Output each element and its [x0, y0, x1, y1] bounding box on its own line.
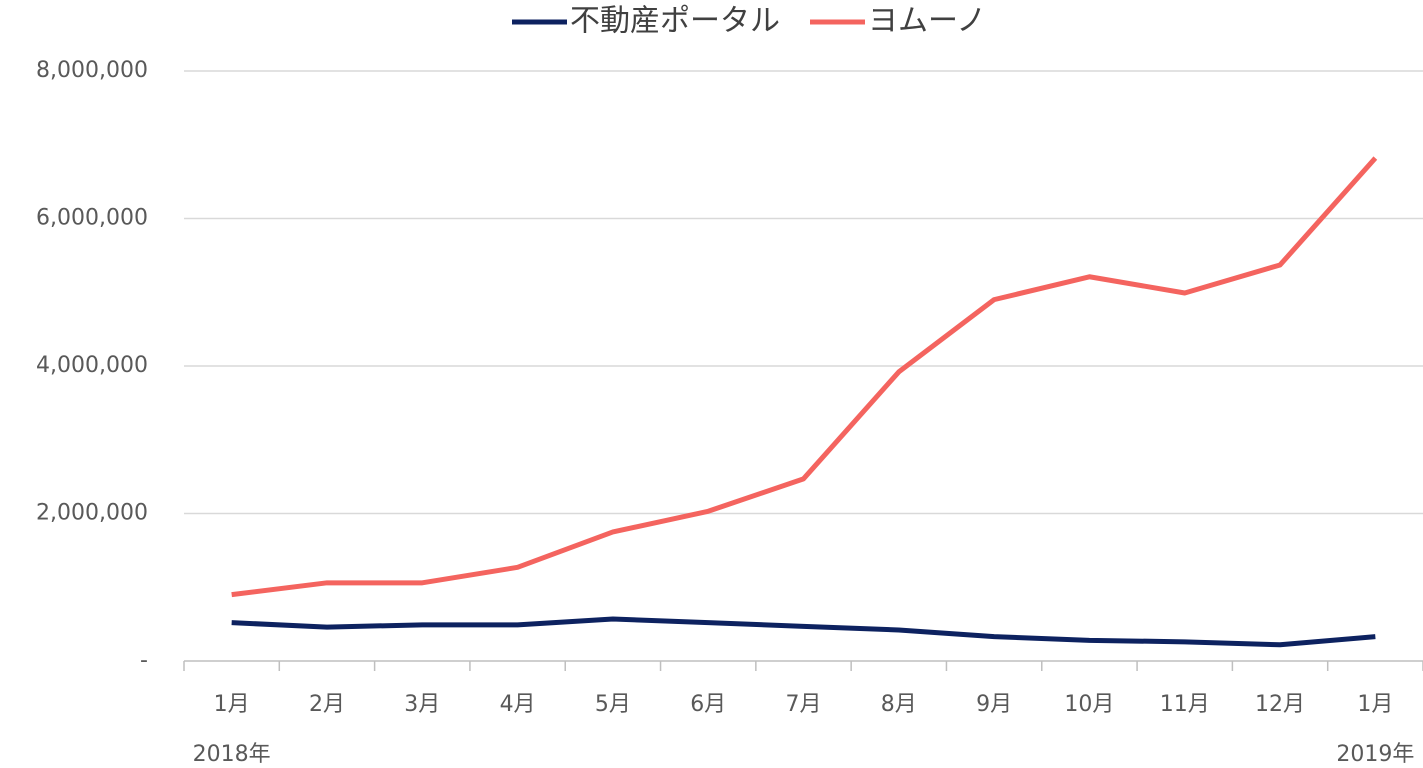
x-tick-label: 10月	[1064, 692, 1114, 717]
y-tick-label: 6,000,000	[36, 206, 148, 231]
x-tick-label: 6月	[690, 692, 726, 717]
x-group-label: 2019年	[1336, 742, 1414, 767]
x-tick-label: 4月	[500, 692, 536, 717]
y-tick-label: 4,000,000	[36, 353, 148, 378]
x-tick-label: 8月	[881, 692, 917, 717]
x-tick-label: 5月	[595, 692, 631, 717]
x-group-label: 2018年	[193, 742, 271, 767]
x-tick-label: 7月	[786, 692, 822, 717]
x-tick-label: 1月	[1357, 692, 1393, 717]
legend-label: 不動産ポータル	[570, 4, 780, 39]
x-tick-label: 1月	[214, 692, 250, 717]
series-line	[231, 616, 1376, 648]
x-tick-label: 9月	[976, 692, 1012, 717]
x-tick-label: 12月	[1255, 692, 1305, 717]
x-tick-label: 2月	[309, 692, 345, 717]
x-tick-label: 3月	[404, 692, 440, 717]
y-tick-label: 2,000,000	[36, 501, 148, 526]
series-line	[231, 156, 1378, 598]
legend-label: ヨムーノ	[868, 4, 986, 39]
x-tick-label: 11月	[1160, 692, 1210, 717]
y-tick-label: -	[140, 648, 148, 673]
y-tick-label: 8,000,000	[36, 58, 148, 83]
